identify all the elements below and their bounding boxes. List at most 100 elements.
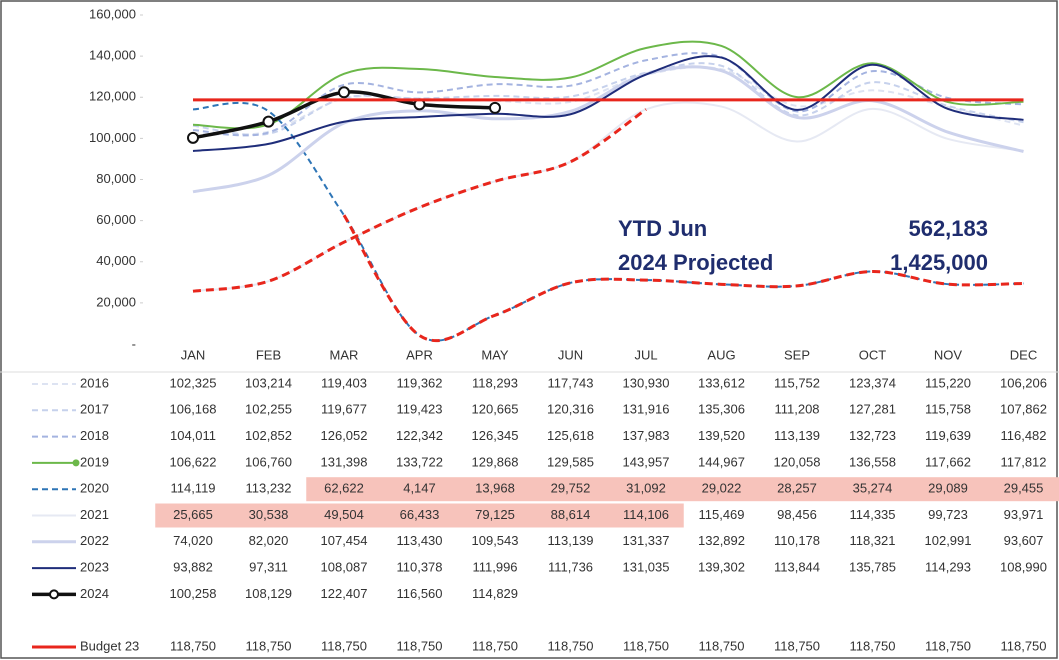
- series-line: [192, 55, 1024, 152]
- x-tick-label: DEC: [1010, 347, 1037, 362]
- table-cell: 29,022: [702, 481, 742, 496]
- legend-label: 2024: [80, 586, 109, 601]
- table-cell: 120,058: [774, 454, 821, 469]
- table-cell: 118,750: [849, 638, 895, 653]
- table-cell: 102,852: [245, 428, 292, 443]
- table-cell: 117,812: [1000, 454, 1046, 469]
- legend-label: 2023: [80, 560, 109, 575]
- table-cell: 114,335: [849, 507, 895, 522]
- highlight-line: [342, 214, 1024, 343]
- table-cell: 116,560: [396, 586, 442, 601]
- y-tick-label: 140,000: [89, 48, 136, 63]
- table-cell: 25,665: [173, 507, 213, 522]
- legend-marker: [72, 459, 80, 467]
- y-tick-label: 80,000: [96, 171, 136, 186]
- table-cell: 29,089: [928, 481, 968, 496]
- table-cell: 100,258: [170, 586, 217, 601]
- annotation: YTD Jun: [618, 216, 707, 241]
- table-cell: 117,662: [925, 454, 971, 469]
- y-tick-label: 60,000: [96, 212, 136, 227]
- table-cell: 139,520: [698, 428, 745, 443]
- table-cell: 29,455: [1004, 481, 1044, 496]
- table-cell: 49,504: [324, 507, 364, 522]
- table-cell: 118,750: [321, 638, 367, 653]
- table-cell: 106,168: [170, 402, 217, 417]
- table-cell: 113,139: [547, 533, 593, 548]
- annotation: 562,183: [908, 216, 988, 241]
- table-cell: 35,274: [853, 481, 893, 496]
- table-cell: 120,316: [547, 402, 594, 417]
- table-cell: 106,760: [245, 454, 292, 469]
- table-cell: 131,916: [623, 402, 670, 417]
- legend-label: 2017: [80, 402, 109, 417]
- table-cell: 102,255: [245, 402, 292, 417]
- table-cell: 122,407: [321, 586, 368, 601]
- table-cell: 93,882: [173, 560, 213, 575]
- table-cell: 135,785: [849, 560, 896, 575]
- table-cell: 115,469: [698, 507, 744, 522]
- legend-label: 2016: [80, 375, 109, 390]
- table-cell: 118,750: [925, 638, 971, 653]
- table-cell: 79,125: [475, 507, 515, 522]
- table-cell: 120,665: [472, 402, 519, 417]
- y-tick-label: 40,000: [96, 253, 136, 268]
- table-cell: 108,990: [1000, 560, 1047, 575]
- legend-label: 2019: [80, 454, 109, 469]
- table-cell: 13,968: [475, 481, 515, 496]
- table-cell: 118,750: [547, 638, 593, 653]
- legend-marker: [49, 589, 59, 600]
- table-cell: 88,614: [551, 507, 591, 522]
- legend-label: 2022: [80, 533, 109, 548]
- table-cell: 119,403: [321, 375, 367, 390]
- table-cell: 106,206: [1000, 375, 1047, 390]
- series-line: [192, 101, 1024, 342]
- y-tick-label: 100,000: [89, 130, 136, 145]
- highlight-line: [192, 108, 647, 293]
- table-cell: 107,454: [321, 533, 368, 548]
- table-cell: 111,208: [774, 402, 819, 417]
- legend-label: 2020: [80, 481, 109, 496]
- table-cell: 119,362: [396, 375, 442, 390]
- table-cell: 114,293: [925, 560, 971, 575]
- legend-label: Budget 23: [80, 638, 139, 653]
- table-cell: 127,281: [849, 402, 896, 417]
- series-line: [192, 101, 1024, 293]
- table-cell: 144,967: [698, 454, 745, 469]
- table-cell: 118,750: [623, 638, 669, 653]
- table-cell: 132,723: [849, 428, 896, 443]
- table-cell: 110,378: [396, 560, 442, 575]
- table-cell: 126,345: [472, 428, 519, 443]
- point: [262, 115, 275, 128]
- y-tick-label: 120,000: [89, 89, 136, 104]
- cell-highlight: [306, 477, 1059, 502]
- table-cell: 119,639: [925, 428, 971, 443]
- table-cell: 125,618: [547, 428, 594, 443]
- table-cell: 119,423: [396, 402, 442, 417]
- table-cell: 108,129: [245, 586, 292, 601]
- table-cell: 114,119: [170, 481, 215, 496]
- table-cell: 30,538: [249, 507, 289, 522]
- table-cell: 66,433: [400, 507, 440, 522]
- table-cell: 114,106: [623, 507, 669, 522]
- x-tick-label: FEB: [256, 347, 281, 362]
- table-cell: 126,052: [321, 428, 368, 443]
- table-cell: 135,306: [698, 402, 745, 417]
- table-cell: 103,214: [245, 375, 292, 390]
- table-cell: 136,558: [849, 454, 896, 469]
- table-cell: 4,147: [403, 481, 436, 496]
- table-cell: 113,430: [396, 533, 442, 548]
- series-line: [192, 40, 1024, 130]
- table-cell: 102,991: [925, 533, 972, 548]
- legend-label: 2018: [80, 428, 109, 443]
- x-tick-label: SEP: [784, 347, 810, 362]
- table-cell: 131,035: [623, 560, 670, 575]
- table-cell: 131,337: [623, 533, 670, 548]
- table-cell: 137,983: [623, 428, 670, 443]
- x-tick-label: MAR: [330, 347, 359, 362]
- y-tick-label: 20,000: [96, 294, 136, 309]
- table-cell: 111,736: [548, 560, 593, 575]
- table-cell: 99,723: [928, 507, 968, 522]
- table-cell: 98,456: [777, 507, 817, 522]
